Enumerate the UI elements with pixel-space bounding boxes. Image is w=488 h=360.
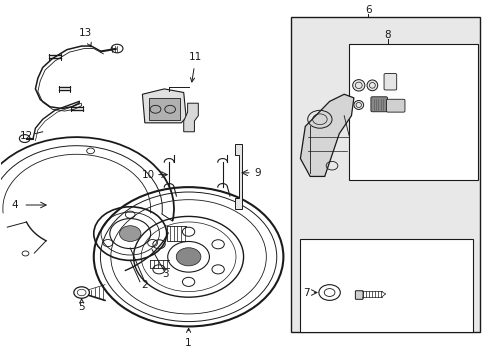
Text: 6: 6 — [365, 5, 371, 15]
Bar — [348, 44, 477, 180]
Polygon shape — [300, 94, 353, 176]
FancyBboxPatch shape — [386, 99, 404, 112]
Text: 2: 2 — [141, 280, 148, 291]
Bar — [290, 18, 479, 332]
Circle shape — [119, 226, 141, 242]
Text: 8: 8 — [384, 30, 390, 40]
Text: 11: 11 — [189, 52, 202, 82]
FancyBboxPatch shape — [383, 73, 396, 90]
Text: 5: 5 — [78, 299, 85, 312]
Text: 9: 9 — [254, 168, 261, 178]
Text: 10: 10 — [142, 170, 155, 180]
Text: 12: 12 — [20, 131, 33, 141]
Bar — [300, 239, 472, 332]
FancyBboxPatch shape — [355, 291, 363, 299]
Text: 3: 3 — [162, 269, 169, 279]
Polygon shape — [142, 89, 186, 123]
Text: 1: 1 — [185, 328, 191, 347]
Text: 13: 13 — [78, 28, 91, 47]
Ellipse shape — [353, 100, 363, 109]
Polygon shape — [234, 144, 242, 208]
Text: 4: 4 — [11, 200, 18, 210]
Ellipse shape — [366, 80, 377, 91]
Ellipse shape — [352, 80, 364, 91]
Polygon shape — [183, 103, 198, 132]
FancyBboxPatch shape — [370, 97, 386, 112]
Circle shape — [176, 248, 201, 266]
Polygon shape — [148, 98, 180, 120]
Text: 7: 7 — [303, 288, 309, 297]
